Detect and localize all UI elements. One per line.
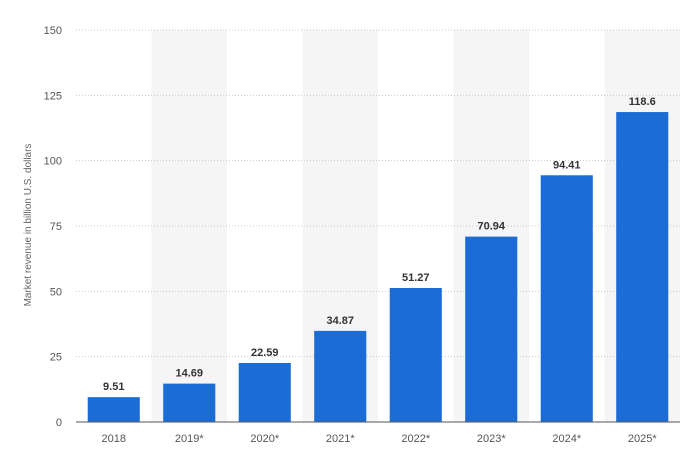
bar	[163, 383, 216, 422]
x-tick-label: 2024*	[552, 433, 581, 445]
x-tick-label: 2025*	[628, 433, 657, 445]
bar	[616, 112, 669, 423]
bar	[465, 236, 518, 422]
bar-value-label: 70.94	[477, 221, 505, 233]
bar-value-label: 118.6	[629, 96, 656, 108]
bar-value-label: 9.51	[103, 381, 124, 393]
y-tick-label: 125	[44, 90, 62, 102]
y-tick-label: 50	[50, 286, 62, 298]
y-tick-label: 150	[44, 25, 62, 37]
bar-value-label: 94.41	[553, 159, 581, 171]
bar	[314, 330, 367, 422]
y-tick-label: 100	[44, 156, 62, 168]
x-tick-label: 2022*	[401, 433, 430, 445]
x-axis-ticks: 2018 2019* 2020* 2021* 2022* 2023* 2024* 2025*	[102, 433, 658, 445]
x-tick-label: 2021*	[326, 433, 355, 445]
bar-value-label: 34.87	[326, 315, 354, 327]
bar-value-label: 51.27	[402, 272, 430, 284]
y-tick-label: 75	[50, 221, 62, 233]
bar	[389, 288, 442, 422]
bar-value-label: 14.69	[175, 368, 203, 380]
y-axis-ticks: 0 25 50 75 100 125 150	[44, 25, 62, 429]
x-tick-label: 2020*	[250, 433, 279, 445]
y-tick-label: 25	[50, 352, 62, 364]
value-labels: 9.51 14.69 22.59 34.87 51.27 70.94 94.41 118.6	[103, 96, 656, 393]
bar	[238, 362, 291, 422]
x-tick-label: 2019*	[175, 433, 204, 445]
bars	[87, 112, 669, 423]
bar-value-label: 22.59	[251, 347, 279, 359]
bar	[540, 175, 593, 422]
y-tick-label: 0	[56, 417, 62, 429]
x-tick-label: 2018	[102, 433, 126, 445]
y-axis-label: Market revenue in billion U.S. dollars	[23, 144, 34, 307]
x-tick-label: 2023*	[477, 433, 506, 445]
bar	[87, 397, 140, 422]
column-band	[151, 30, 227, 422]
